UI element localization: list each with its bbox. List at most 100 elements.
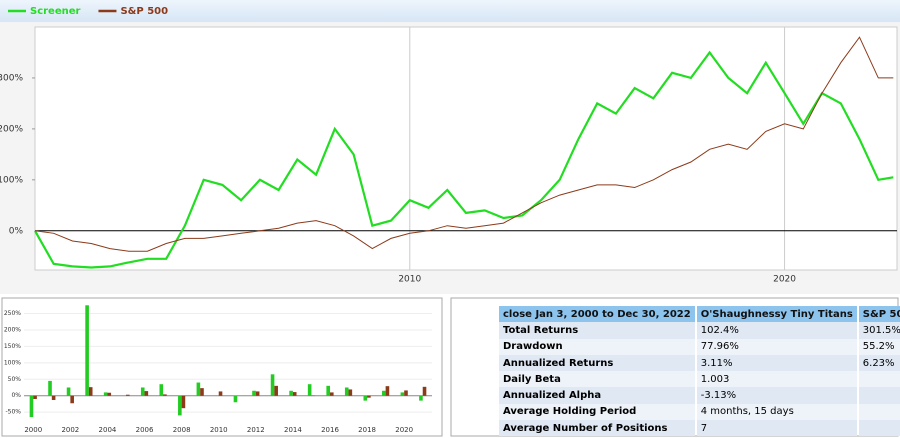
- empty-cell: [858, 371, 900, 388]
- table-cell: 301.5%: [858, 322, 900, 339]
- x-tick-label: 2002: [61, 426, 79, 434]
- bar: [66, 387, 71, 396]
- empty-cell: [858, 387, 900, 404]
- bar: [363, 395, 368, 401]
- header-cell: S&P 500: [858, 306, 900, 323]
- y-tick-label: 300%: [0, 73, 23, 83]
- table-cell: Annualized Alpha: [499, 387, 695, 404]
- x-tick-label: 2020: [773, 275, 796, 285]
- bar: [255, 391, 260, 396]
- bar: [159, 384, 164, 396]
- bar: [103, 392, 108, 396]
- y-tick-label: 200%: [4, 326, 21, 333]
- table-cell: Average Number of Positions: [499, 420, 695, 437]
- series-line: [34, 36, 894, 252]
- y-tick-label: 150%: [4, 343, 21, 350]
- bar: [344, 387, 349, 396]
- y-tick-label: -50%: [5, 409, 21, 416]
- table-row: Drawdown 77.96% 55.2%: [499, 338, 900, 355]
- empty-cell: [858, 420, 900, 437]
- bar: [307, 384, 312, 396]
- x-tick-label: 2006: [136, 426, 154, 434]
- table-cell: 102.4%: [696, 322, 857, 339]
- x-tick-label: 2012: [247, 426, 265, 434]
- legend-label: Screener: [30, 6, 81, 17]
- bar: [88, 387, 93, 396]
- table-row: Average Number of Positions 7: [499, 420, 900, 437]
- bar: [196, 382, 201, 396]
- table-cell: Average Holding Period: [499, 403, 695, 421]
- bar: [419, 395, 423, 401]
- y-tick-label: 100%: [4, 359, 21, 366]
- bar: [218, 391, 223, 396]
- bar: [200, 388, 204, 396]
- bar: [126, 394, 130, 396]
- y-tick-label: 200%: [0, 124, 23, 134]
- y-tick-label: 0%: [9, 226, 24, 236]
- table-row: Total Returns 102.4% 301.5%: [499, 322, 900, 339]
- table-cell: Drawdown: [499, 338, 695, 355]
- table-cell: Daily Beta: [499, 371, 695, 388]
- bar: [292, 392, 297, 396]
- table-cell: 1.003: [696, 371, 857, 388]
- table-row: Annualized Returns 3.11% 6.23%: [499, 354, 900, 372]
- x-tick-label: 2016: [321, 426, 339, 434]
- bar: [326, 385, 330, 396]
- bar: [382, 390, 386, 396]
- bar: [140, 387, 145, 396]
- x-tick-label: 2020: [395, 426, 413, 434]
- bar: [233, 395, 238, 403]
- table-cell: 4 months, 15 days: [696, 403, 857, 421]
- bar: [367, 395, 371, 398]
- bar: [400, 392, 405, 396]
- bar: [48, 380, 52, 396]
- stats-table: close Jan 3, 2000 to Dec 30, 2022 O'Shaug…: [497, 306, 900, 437]
- y-tick-label: 50%: [8, 376, 22, 383]
- x-tick-label: 2004: [99, 426, 117, 434]
- table-row: Annualized Alpha -3.13%: [499, 387, 900, 404]
- table-row: Average Holding Period 4 months, 15 days: [499, 403, 900, 421]
- bar: [422, 386, 427, 396]
- bar: [181, 395, 186, 409]
- table-cell: 77.96%: [696, 338, 857, 355]
- bar: [85, 305, 89, 396]
- header-cell: close Jan 3, 2000 to Dec 30, 2022: [499, 306, 695, 323]
- table-cell: -3.13%: [696, 387, 857, 404]
- table-cell: Total Returns: [499, 322, 695, 339]
- bar: [252, 390, 256, 396]
- bar: [29, 395, 34, 418]
- x-tick-label: 2010: [398, 275, 421, 285]
- x-tick-label: 2008: [173, 426, 191, 434]
- x-tick-label: 2018: [358, 426, 376, 434]
- bar: [385, 386, 390, 396]
- bar: [70, 395, 74, 404]
- header-cell: O'Shaughnessy Tiny Titans: [696, 306, 857, 323]
- bar: [144, 391, 149, 396]
- table-cell: 6.23%: [858, 354, 900, 372]
- bar: [178, 395, 182, 416]
- x-tick-label: 2000: [24, 426, 42, 434]
- bar: [33, 395, 37, 399]
- bar: [163, 394, 167, 396]
- bar: [270, 374, 275, 396]
- legend-label: S&P 500: [120, 6, 168, 17]
- table-cell: 3.11%: [696, 354, 857, 372]
- series-line: [34, 50, 894, 269]
- table-cell: 7: [696, 420, 857, 437]
- bar: [51, 395, 56, 400]
- table-cell: 55.2%: [858, 338, 900, 355]
- empty-cell: [858, 403, 900, 421]
- table-cell: Annualized Returns: [499, 354, 695, 372]
- y-tick-label: 100%: [0, 175, 23, 185]
- table-row: Daily Beta 1.003: [499, 371, 900, 388]
- bar-panel: [1, 297, 443, 437]
- bar: [274, 385, 278, 396]
- bar: [404, 390, 408, 396]
- bar: [107, 392, 112, 396]
- y-tick-label: 250%: [4, 310, 21, 317]
- x-tick-label: 2014: [284, 426, 302, 434]
- bar: [348, 389, 353, 396]
- bar: [330, 392, 334, 396]
- legend-bar: [0, 0, 900, 22]
- x-tick-label: 2010: [210, 426, 228, 434]
